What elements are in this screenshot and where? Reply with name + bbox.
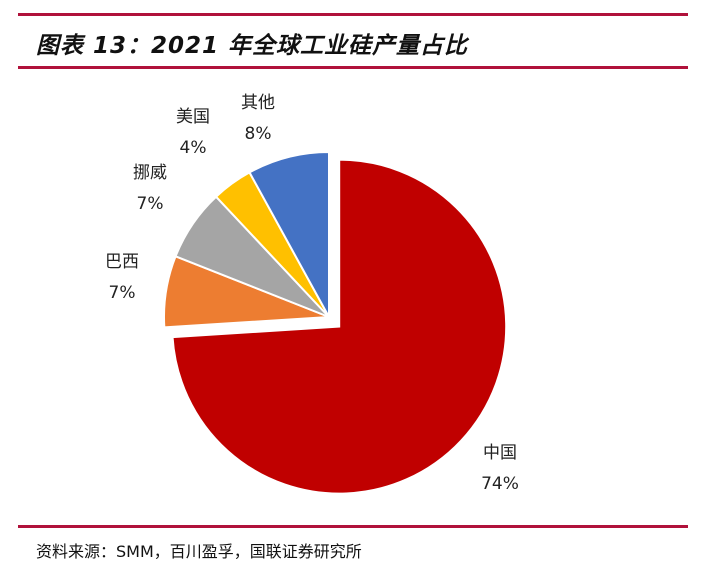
slice-name-label: 巴西: [105, 252, 139, 272]
figure-title: 图表 13：2021 年全球工业硅产量占比: [36, 33, 469, 59]
pie-slice-0: [171, 158, 508, 495]
source-note: 资料来源：SMM，百川盈孚，国联证券研究所: [36, 542, 362, 561]
slice-value-label: 4%: [180, 138, 207, 158]
slice-name-label: 中国: [483, 443, 517, 463]
slice-value-label: 74%: [481, 474, 519, 494]
title-rule: [18, 66, 688, 69]
top-rule: [18, 13, 688, 16]
slice-value-label: 7%: [109, 283, 136, 303]
slice-name-label: 美国: [176, 107, 210, 127]
pie-slice-4: [248, 150, 330, 318]
slice-value-label: 8%: [245, 124, 272, 144]
slice-name-label: 其他: [241, 93, 275, 113]
slice-value-label: 7%: [137, 194, 164, 214]
bottom-rule: [18, 525, 688, 528]
slice-name-label: 挪威: [133, 163, 167, 183]
